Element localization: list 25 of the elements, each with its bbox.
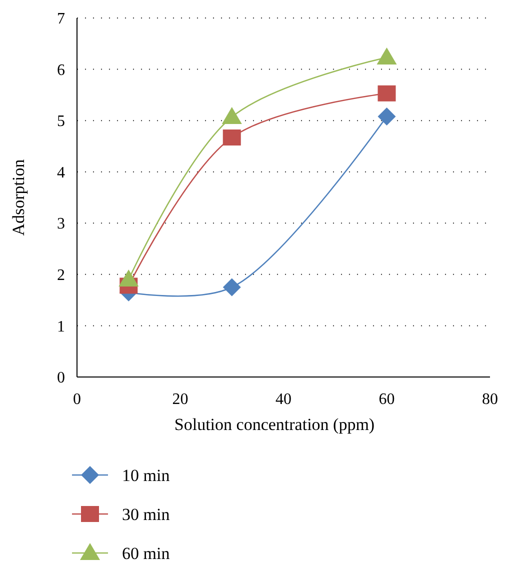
y-tick-label: 1 (57, 318, 65, 336)
x-tick-label: 40 (276, 391, 292, 408)
point (222, 278, 241, 296)
point (118, 270, 139, 287)
legend-label: 10 min (122, 466, 170, 485)
y-tick-label: 2 (57, 267, 65, 284)
legend-label: 60 min (122, 544, 170, 563)
point (222, 129, 241, 146)
y-tick-label: 6 (57, 62, 65, 79)
x-tick-label: 0 (73, 391, 81, 408)
y-tick-label: 4 (57, 164, 65, 182)
x-axis-title: Solution concentration (ppm) (174, 415, 375, 434)
point (376, 47, 397, 64)
y-tick-label: 0 (57, 370, 65, 387)
x-tick-label: 20 (172, 391, 188, 408)
point (222, 106, 242, 124)
point (378, 85, 396, 102)
y-axis-title: Adsorption (9, 158, 28, 236)
y-tick-label: 3 (57, 216, 65, 233)
y-tick-label: 5 (57, 113, 65, 130)
y-tick-label: 7 (57, 10, 65, 28)
x-tick-label: 80 (482, 391, 498, 408)
legend-label: 30 min (122, 504, 170, 524)
x-tick-label: 60 (378, 391, 395, 408)
point (378, 107, 396, 126)
